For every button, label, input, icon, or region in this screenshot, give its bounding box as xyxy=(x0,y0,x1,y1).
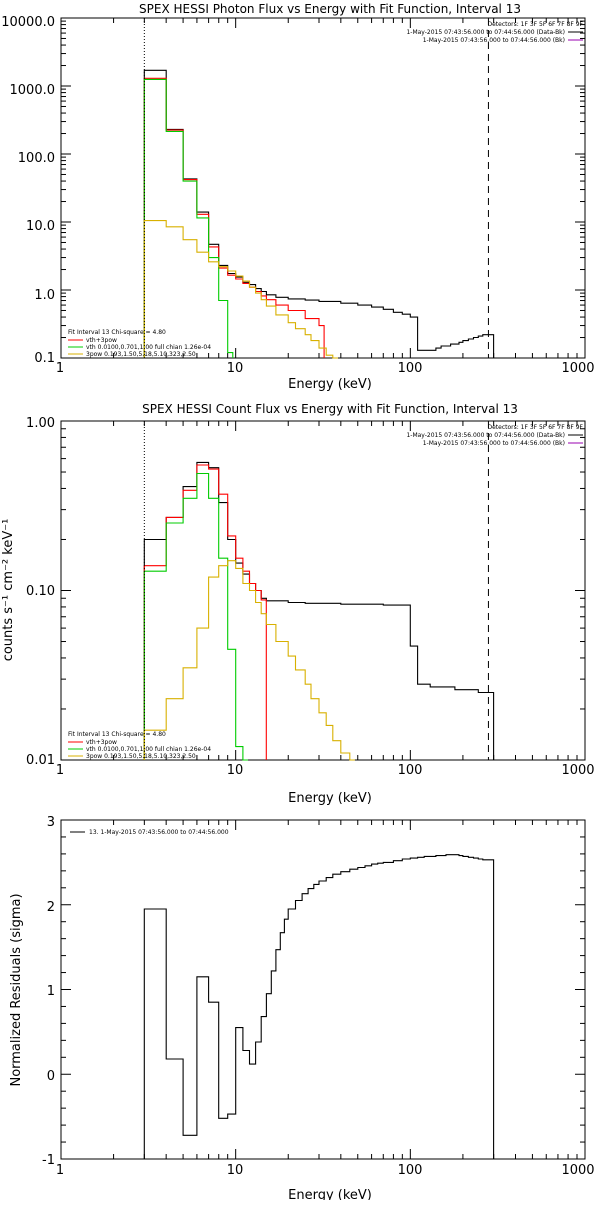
panel2-legend-bk: 1-May-2015 07:43:56.000 to 07:44:56.000 … xyxy=(423,440,565,447)
panel2-ytick-label-1.00: 1.00 xyxy=(26,416,55,431)
panel3-ytick-label-3: 3 xyxy=(47,815,55,830)
panel1-legend-fit: Fit Interval 13 Chi-square = 4.80 vth+3p… xyxy=(68,329,211,358)
panel2-legend-databk: 1-May-2015 07:43:56.000 to 07:44:56.000 … xyxy=(406,432,565,439)
series-line-1 xyxy=(143,77,325,358)
panel2-xtick-label-1000: 1000 xyxy=(561,763,594,778)
panel-count-flux: SPEX HESSI Count Flux vs Energy with Fit… xyxy=(1,402,595,806)
panel1-ytick-label-0.1: 0.1 xyxy=(34,351,55,366)
panel1-ytick-label-1.0: 1.0 xyxy=(34,288,55,303)
panel1-legend-total: vth+3pow xyxy=(86,337,117,344)
panel1-plot-frame xyxy=(60,17,586,359)
panel3-ytick-label-minus1: -1 xyxy=(42,1153,55,1168)
panel2-legend-header: Detectors: 1F 3F 5F 6F 7F 8F 9F 1-May-20… xyxy=(406,424,583,447)
panel1-legend-fit-title: Fit Interval 13 Chi-square = 4.80 xyxy=(68,329,166,336)
panel1-ticks xyxy=(60,18,585,359)
panel3-ticks xyxy=(60,819,585,1160)
panel1-legend-detectors: Detectors: 1F 3F 5F 6F 7F 8F 9F xyxy=(487,21,583,28)
panel1-xtick-label-1000: 1000 xyxy=(561,361,594,376)
panel1-xtick-label-100: 100 xyxy=(398,361,423,376)
panel1-ytick-label-10000.0: 10000.0 xyxy=(1,15,55,30)
panel2-xtick-label-10: 10 xyxy=(227,763,244,778)
panel1-vlines xyxy=(143,18,489,358)
panel1-legend-3pow: 3pow 0.193,1.50,5.18,5.10,323,2.50 xyxy=(86,351,196,358)
series-line-2 xyxy=(143,78,234,358)
panel3-xtick-label-100: 100 xyxy=(398,1163,423,1178)
panel1-ytick-label-1000.0: 1000.0 xyxy=(10,83,56,98)
panel3-ytick-label-2: 2 xyxy=(47,900,55,915)
panel3-xtick-label-1000: 1000 xyxy=(561,1163,594,1178)
panel1-legend-databk: 1-May-2015 07:43:56.000 to 07:44:56.000 … xyxy=(406,29,565,36)
panel2-legend-vth: vth 0.0100,0.701,1.00 full chian 1.26e-0… xyxy=(86,746,211,753)
panel1-series xyxy=(143,69,495,359)
panel2-legend-3pow: 3pow 0.193,1.50,5.18,5.10,323,2.50 xyxy=(86,753,196,760)
panel2-plot-frame xyxy=(60,420,586,761)
panel3-xtick-label-1: 1 xyxy=(56,1163,64,1178)
panel2-ytick-label-0.01: 0.01 xyxy=(26,753,55,768)
series-line-0 xyxy=(143,854,495,1159)
panel-photon-flux: SPEX HESSI Photon Flux vs Energy with Fi… xyxy=(1,2,594,392)
panel2-legend-total: vth+3pow xyxy=(86,739,117,746)
panel1-legend-vth: vth 0.0100,0.701,1.00 full chian 1.26e-0… xyxy=(86,344,211,351)
panel2-vlines xyxy=(143,421,489,760)
panel1-legend-header: Detectors: 1F 3F 5F 6F 7F 8F 9F 1-May-20… xyxy=(406,21,583,44)
panel3-legend-label: 13. 1-May-2015 07:43:56.000 to 07:44:56.… xyxy=(89,829,229,836)
panel1-legend-bk: 1-May-2015 07:43:56.000 to 07:44:56.000 … xyxy=(423,37,565,44)
panel1-title: SPEX HESSI Photon Flux vs Energy with Fi… xyxy=(139,2,521,16)
panel1-xtick-label-10: 10 xyxy=(227,361,244,376)
panel3-series xyxy=(143,854,495,1159)
panel2-legend-detectors: Detectors: 1F 3F 5F 6F 7F 8F 9F xyxy=(487,424,583,431)
panel2-legend-fit: Fit Interval 13 Chi-square = 4.80 vth+3p… xyxy=(68,731,211,760)
panel3-yaxis-label: Normalized Residuals (sigma) xyxy=(9,893,24,1086)
panel3-plot-frame xyxy=(60,819,586,1160)
series-line-0 xyxy=(143,461,495,760)
panel2-yaxis-label: counts s⁻¹ cm⁻² keV⁻¹ xyxy=(1,519,16,662)
panel3-ytick-label-1: 1 xyxy=(47,984,55,999)
series-line-2 xyxy=(143,472,248,761)
panel1-xaxis-label: Energy (keV) xyxy=(288,377,372,392)
panel3-ytick-label-0: 0 xyxy=(47,1069,55,1084)
panel2-xaxis-label: Energy (keV) xyxy=(288,791,372,806)
series-line-3 xyxy=(143,560,355,761)
panel3-xaxis-label: Energy (keV) xyxy=(288,1188,372,1200)
panel3-xtick-label-10: 10 xyxy=(227,1163,244,1178)
series-line-3 xyxy=(143,220,338,359)
panel2-series xyxy=(143,461,495,761)
panel2-ticks xyxy=(60,421,585,761)
panel1-xtick-label-1: 1 xyxy=(56,361,64,376)
series-line-1 xyxy=(143,464,267,760)
panel2-xtick-label-100: 100 xyxy=(398,763,423,778)
panel1-ytick-label-10.0: 10.0 xyxy=(26,219,55,234)
panel-residuals: 1 10 100 1000 -1 0 1 2 3 Energy (keV) No… xyxy=(9,815,595,1203)
panel3-legend: 13. 1-May-2015 07:43:56.000 to 07:44:56.… xyxy=(70,829,229,836)
panel2-ytick-label-0.10: 0.10 xyxy=(26,584,55,599)
panel2-xtick-label-1: 1 xyxy=(56,763,64,778)
panel2-title: SPEX HESSI Count Flux vs Energy with Fit… xyxy=(142,402,518,416)
panel2-legend-fit-title: Fit Interval 13 Chi-square = 4.80 xyxy=(68,731,166,738)
panel1-ytick-label-100.0: 100.0 xyxy=(18,151,55,166)
